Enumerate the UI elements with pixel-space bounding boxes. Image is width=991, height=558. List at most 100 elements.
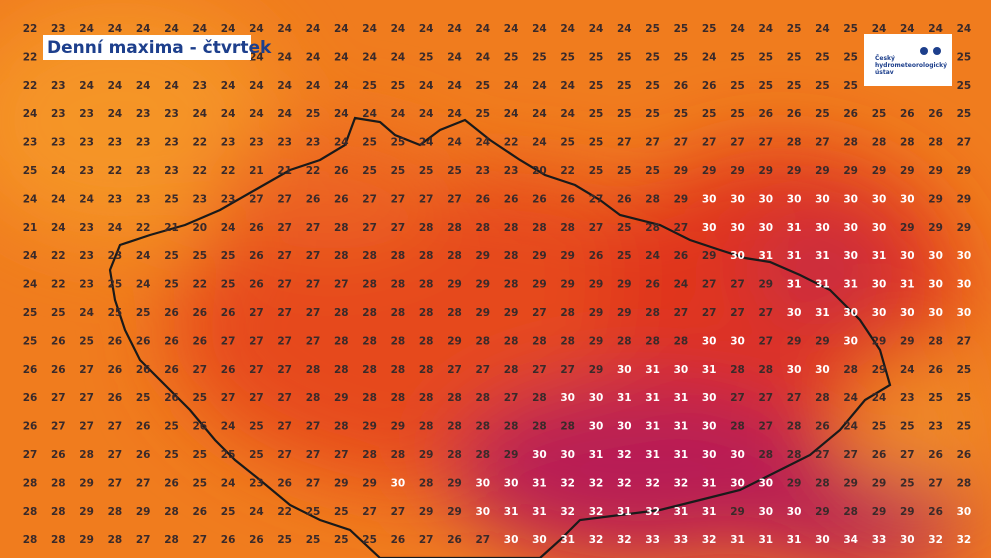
- temperature-value: 25: [730, 80, 745, 92]
- temperature-value: 24: [560, 80, 575, 92]
- temperature-value: 28: [447, 421, 462, 433]
- temperature-value: 28: [419, 250, 434, 262]
- temperature-value: 27: [79, 364, 94, 376]
- temperature-value: 25: [221, 250, 236, 262]
- temperature-value: 26: [334, 165, 349, 177]
- temperature-value: 31: [787, 534, 802, 546]
- temperature-value: 28: [334, 364, 349, 376]
- temperature-value: 25: [957, 51, 972, 63]
- temperature-value: 25: [23, 165, 38, 177]
- temperature-value: 23: [51, 23, 66, 35]
- temperature-value: 28: [617, 335, 632, 347]
- temperature-value: 24: [79, 23, 94, 35]
- temperature-value: 30: [504, 534, 519, 546]
- temperature-value: 28: [504, 222, 519, 234]
- temperature-value: 29: [391, 421, 406, 433]
- temperature-value: 24: [306, 23, 321, 35]
- temperature-value: 22: [221, 165, 236, 177]
- temperature-value: 22: [277, 506, 292, 518]
- temperature-value: 25: [645, 51, 660, 63]
- temperature-value: 23: [51, 80, 66, 92]
- temperature-value: 30: [589, 392, 604, 404]
- temperature-value: 31: [758, 250, 773, 262]
- logo-box: [864, 34, 952, 86]
- temperature-value: 25: [589, 80, 604, 92]
- temperature-value: 28: [645, 222, 660, 234]
- temperature-value: 28: [419, 477, 434, 489]
- temperature-value: 32: [617, 477, 632, 489]
- temperature-value: 25: [108, 307, 123, 319]
- temperature-value: 25: [617, 165, 632, 177]
- temperature-value: 24: [79, 307, 94, 319]
- temperature-value: 30: [928, 279, 943, 291]
- temperature-value: 30: [787, 506, 802, 518]
- temperature-value: 25: [589, 51, 604, 63]
- temperature-value: 24: [164, 80, 179, 92]
- temperature-value: 30: [758, 193, 773, 205]
- temperature-value: 29: [447, 506, 462, 518]
- temperature-value: 24: [391, 108, 406, 120]
- temperature-value: 29: [504, 449, 519, 461]
- temperature-value: 25: [221, 449, 236, 461]
- temperature-value: 30: [730, 250, 745, 262]
- temperature-value: 25: [617, 222, 632, 234]
- temperature-value: 27: [532, 364, 547, 376]
- temperature-value: 27: [362, 506, 377, 518]
- temperature-value: 26: [23, 392, 38, 404]
- logo-dot: [920, 47, 928, 55]
- temperature-value: 24: [221, 23, 236, 35]
- temperature-value: 28: [957, 477, 972, 489]
- temperature-value: 27: [249, 364, 264, 376]
- temperature-value: 26: [475, 193, 490, 205]
- temperature-value: 30: [532, 534, 547, 546]
- temperature-value: 30: [702, 449, 717, 461]
- temperature-value: 22: [560, 165, 575, 177]
- temperature-value: 24: [23, 193, 38, 205]
- temperature-value: 30: [702, 335, 717, 347]
- temperature-value: 25: [645, 165, 660, 177]
- temperature-value: 26: [928, 364, 943, 376]
- temperature-value: 26: [51, 449, 66, 461]
- temperature-value: 25: [815, 108, 830, 120]
- temperature-value: 27: [617, 137, 632, 149]
- temperature-value: 26: [334, 193, 349, 205]
- temperature-value: 24: [900, 364, 915, 376]
- temperature-value: 24: [617, 23, 632, 35]
- temperature-value: 23: [221, 137, 236, 149]
- temperature-value: 30: [957, 250, 972, 262]
- temperature-value: 24: [815, 23, 830, 35]
- temperature-value: 28: [23, 477, 38, 489]
- temperature-value: 27: [674, 307, 689, 319]
- temperature-value: 28: [23, 534, 38, 546]
- title-box: [43, 35, 251, 60]
- temperature-value: 24: [79, 80, 94, 92]
- temperature-value: 29: [475, 250, 490, 262]
- temperature-value: 27: [277, 392, 292, 404]
- temperature-value: 25: [391, 137, 406, 149]
- temperature-value: 25: [702, 23, 717, 35]
- temperature-value: 26: [192, 307, 207, 319]
- temperature-value: 28: [645, 193, 660, 205]
- temperature-value: 24: [136, 80, 151, 92]
- temperature-value: 30: [475, 506, 490, 518]
- temperature-value: 30: [674, 364, 689, 376]
- temperature-value: 28: [79, 449, 94, 461]
- temperature-value: 30: [730, 477, 745, 489]
- temperature-value: 25: [730, 108, 745, 120]
- temperature-value: 27: [51, 421, 66, 433]
- temperature-value: 31: [815, 307, 830, 319]
- temperature-value: 26: [900, 108, 915, 120]
- temperature-value: 27: [674, 137, 689, 149]
- temperature-value: 28: [815, 477, 830, 489]
- temperature-value: 30: [730, 449, 745, 461]
- temperature-value: 28: [306, 364, 321, 376]
- temperature-value: 30: [730, 222, 745, 234]
- country-border: [108, 116, 892, 558]
- temperature-value: 22: [306, 165, 321, 177]
- temperature-value: 24: [532, 80, 547, 92]
- temperature-value: 27: [391, 193, 406, 205]
- temperature-value: 28: [362, 392, 377, 404]
- temperature-value: 24: [108, 80, 123, 92]
- temperature-value: 29: [589, 279, 604, 291]
- temperature-value: 24: [136, 23, 151, 35]
